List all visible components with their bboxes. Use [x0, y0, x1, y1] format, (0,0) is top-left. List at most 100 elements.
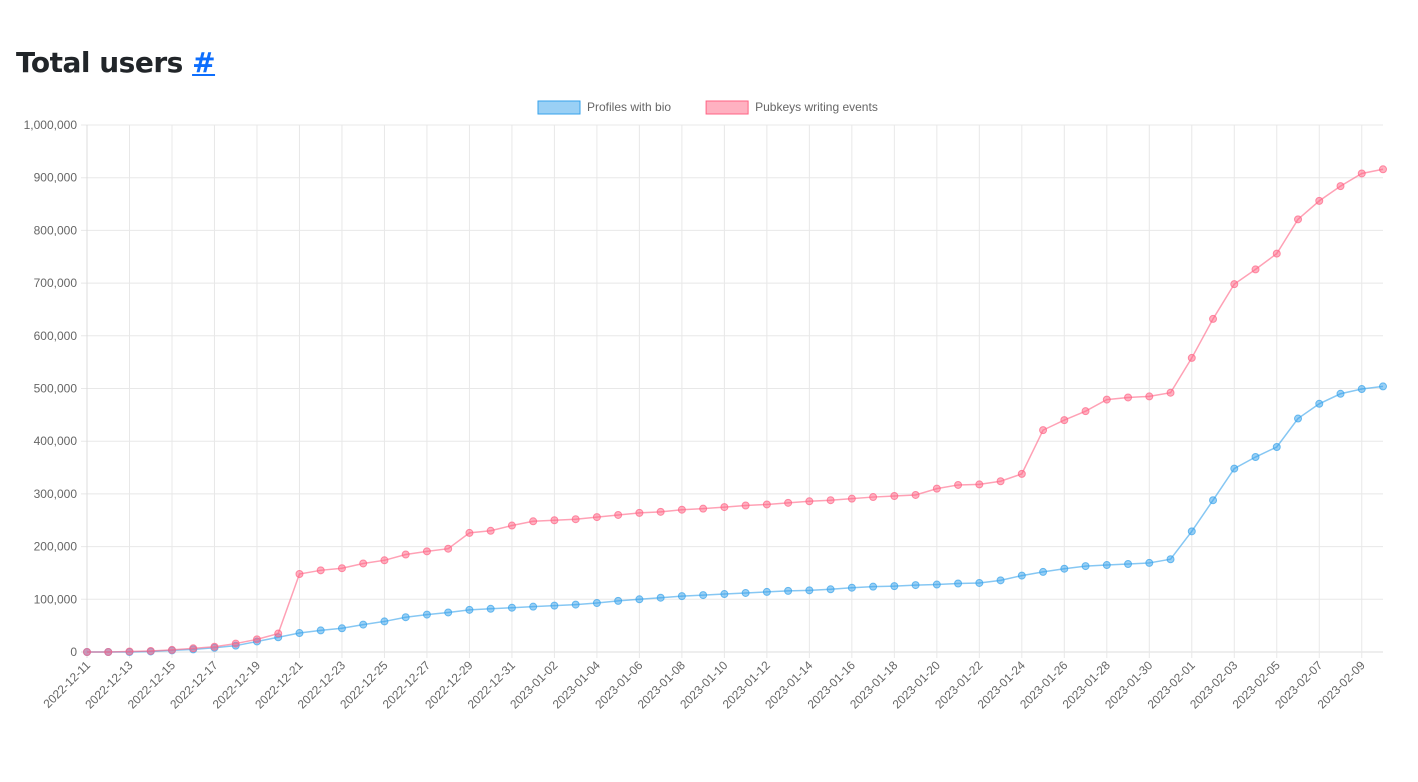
data-point — [847, 583, 856, 592]
data-point — [954, 579, 963, 588]
data-point — [1230, 464, 1239, 473]
data-point — [1102, 395, 1111, 404]
data-point — [571, 515, 580, 524]
data-point — [741, 588, 750, 597]
y-tick-label: 400,000 — [34, 434, 78, 448]
legend-swatch — [705, 100, 749, 115]
data-point — [380, 617, 389, 626]
data-point — [316, 566, 325, 575]
y-tick-label: 800,000 — [34, 223, 78, 237]
data-point — [1230, 280, 1239, 289]
legend-swatch — [537, 100, 581, 115]
data-point — [699, 504, 708, 513]
data-point — [1315, 399, 1324, 408]
data-point — [826, 496, 835, 505]
data-point — [550, 516, 559, 525]
data-point — [529, 517, 538, 526]
data-point — [465, 605, 474, 614]
data-point — [1209, 314, 1218, 323]
data-point — [507, 521, 516, 530]
data-point — [869, 493, 878, 502]
data-point — [1379, 165, 1387, 174]
data-point — [295, 629, 304, 638]
data-point — [720, 503, 729, 512]
data-point — [1294, 414, 1303, 423]
page-title: Total users # — [16, 46, 216, 79]
data-point — [274, 629, 283, 638]
data-point — [1357, 169, 1366, 178]
data-point — [1017, 571, 1026, 580]
data-point — [1251, 453, 1260, 462]
data-point — [677, 592, 686, 601]
data-point — [1336, 182, 1345, 191]
data-point — [316, 626, 325, 635]
data-point — [1060, 564, 1069, 573]
data-point — [805, 497, 814, 506]
heading-anchor-link[interactable]: # — [192, 46, 216, 79]
data-point — [465, 528, 474, 537]
data-point — [231, 639, 240, 648]
data-point — [486, 604, 495, 613]
data-point — [210, 642, 219, 651]
data-point — [890, 492, 899, 501]
data-point — [826, 585, 835, 594]
data-point — [592, 598, 601, 607]
data-point — [422, 547, 431, 556]
data-point — [635, 595, 644, 604]
data-point — [1209, 496, 1218, 505]
series-line — [87, 385, 1384, 653]
data-point — [422, 610, 431, 619]
data-point — [975, 578, 984, 587]
data-point — [954, 480, 963, 489]
data-point — [784, 498, 793, 507]
data-point — [784, 586, 793, 595]
data-point — [656, 593, 665, 602]
data-point — [337, 564, 346, 573]
data-point — [359, 559, 368, 568]
data-point — [1166, 388, 1175, 397]
data-point — [656, 507, 665, 516]
data-point — [1315, 196, 1324, 205]
legend: Profiles with bio Pubkeys writing events — [537, 100, 878, 115]
data-point — [1039, 567, 1048, 576]
data-point — [592, 513, 601, 522]
data-point — [975, 480, 984, 489]
series-line — [87, 168, 1384, 653]
data-point — [337, 624, 346, 633]
data-point — [720, 590, 729, 599]
legend-label: Pubkeys writing events — [755, 100, 878, 114]
data-point — [444, 608, 453, 617]
data-point — [1039, 426, 1048, 435]
y-tick-label: 1,000,000 — [24, 118, 78, 132]
data-point — [444, 544, 453, 553]
data-point — [1124, 393, 1133, 402]
data-point — [1336, 389, 1345, 398]
data-point — [932, 580, 941, 589]
y-tick-label: 300,000 — [34, 487, 78, 501]
data-point — [805, 586, 814, 595]
data-point — [83, 648, 91, 656]
data-point — [571, 600, 580, 609]
data-point — [167, 645, 176, 654]
data-point — [1081, 407, 1090, 416]
data-point — [677, 505, 686, 514]
data-point — [550, 601, 559, 610]
data-point — [380, 556, 389, 565]
data-point — [869, 582, 878, 591]
data-point — [295, 570, 304, 579]
legend-label: Profiles with bio — [587, 100, 671, 114]
data-point — [911, 581, 920, 590]
data-point — [614, 596, 623, 605]
data-point — [1272, 249, 1281, 258]
data-point — [890, 582, 899, 591]
data-point — [1272, 442, 1281, 451]
data-point — [104, 648, 113, 656]
data-point — [996, 576, 1005, 585]
data-point — [1251, 265, 1260, 274]
data-point — [1145, 558, 1154, 567]
y-tick-label: 200,000 — [34, 540, 78, 554]
data-point — [762, 500, 771, 509]
series-0 — [83, 382, 1387, 656]
data-point — [1187, 353, 1196, 362]
data-point — [1060, 416, 1069, 425]
